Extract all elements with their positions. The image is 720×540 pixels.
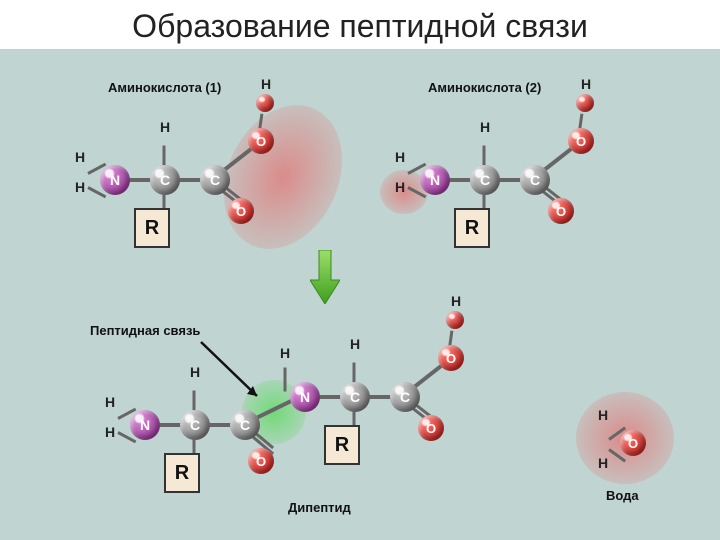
label-aa2: Аминокислота (2): [428, 80, 541, 95]
atom-h: H: [158, 120, 172, 134]
atom-c: C: [180, 410, 210, 440]
atom-o: O: [248, 448, 274, 474]
r-group: R: [164, 453, 200, 493]
atom-h: H: [73, 150, 87, 164]
atom-o: O: [548, 198, 574, 224]
atom-c: C: [230, 410, 260, 440]
atom-c: C: [390, 382, 420, 412]
r-group: R: [134, 208, 170, 248]
bond: [284, 368, 287, 392]
atom-n: N: [290, 382, 320, 412]
label-dipeptide: Дипептид: [288, 500, 351, 515]
atom-h: H: [579, 77, 593, 91]
atom-h: H: [449, 294, 463, 308]
atom-o: O: [228, 198, 254, 224]
atom-o: O: [438, 345, 464, 371]
atom-h: H: [478, 120, 492, 134]
atom-h: H: [259, 77, 273, 91]
atom-o: O: [418, 415, 444, 441]
atom-n: N: [100, 165, 130, 195]
atom-h: H: [73, 180, 87, 194]
atom-h: H: [278, 346, 292, 360]
atom-o: O: [568, 128, 594, 154]
r-group: R: [324, 425, 360, 465]
label-water: Вода: [606, 488, 639, 503]
page-title: Образование пептидной связи: [0, 0, 720, 50]
atom-o-small: [256, 94, 274, 112]
atom-h: H: [188, 365, 202, 379]
atom-c: C: [200, 165, 230, 195]
atom-c: C: [470, 165, 500, 195]
atom-h: H: [393, 150, 407, 164]
reaction-arrow-icon: [310, 250, 340, 304]
atom-o-small: [576, 94, 594, 112]
r-group: R: [454, 208, 490, 248]
atom-h: H: [596, 408, 610, 422]
diagram-canvas: Аминокислота (1) Аминокислота (2) Пептид…: [0, 50, 720, 538]
atom-n: N: [420, 165, 450, 195]
atom-c: C: [520, 165, 550, 195]
label-peptide-bond: Пептидная связь: [90, 323, 200, 338]
atom-c: C: [150, 165, 180, 195]
atom-o-small: [446, 311, 464, 329]
atom-h: H: [348, 337, 362, 351]
label-aa1: Аминокислота (1): [108, 80, 221, 95]
peptide-bond-arrow-icon: [195, 338, 275, 418]
atom-o: O: [248, 128, 274, 154]
atom-h: H: [103, 425, 117, 439]
atom-h: H: [596, 456, 610, 470]
atom-n: N: [130, 410, 160, 440]
atom-c: C: [340, 382, 370, 412]
atom-h: H: [393, 180, 407, 194]
atom-o: O: [620, 430, 646, 456]
atom-h: H: [103, 395, 117, 409]
